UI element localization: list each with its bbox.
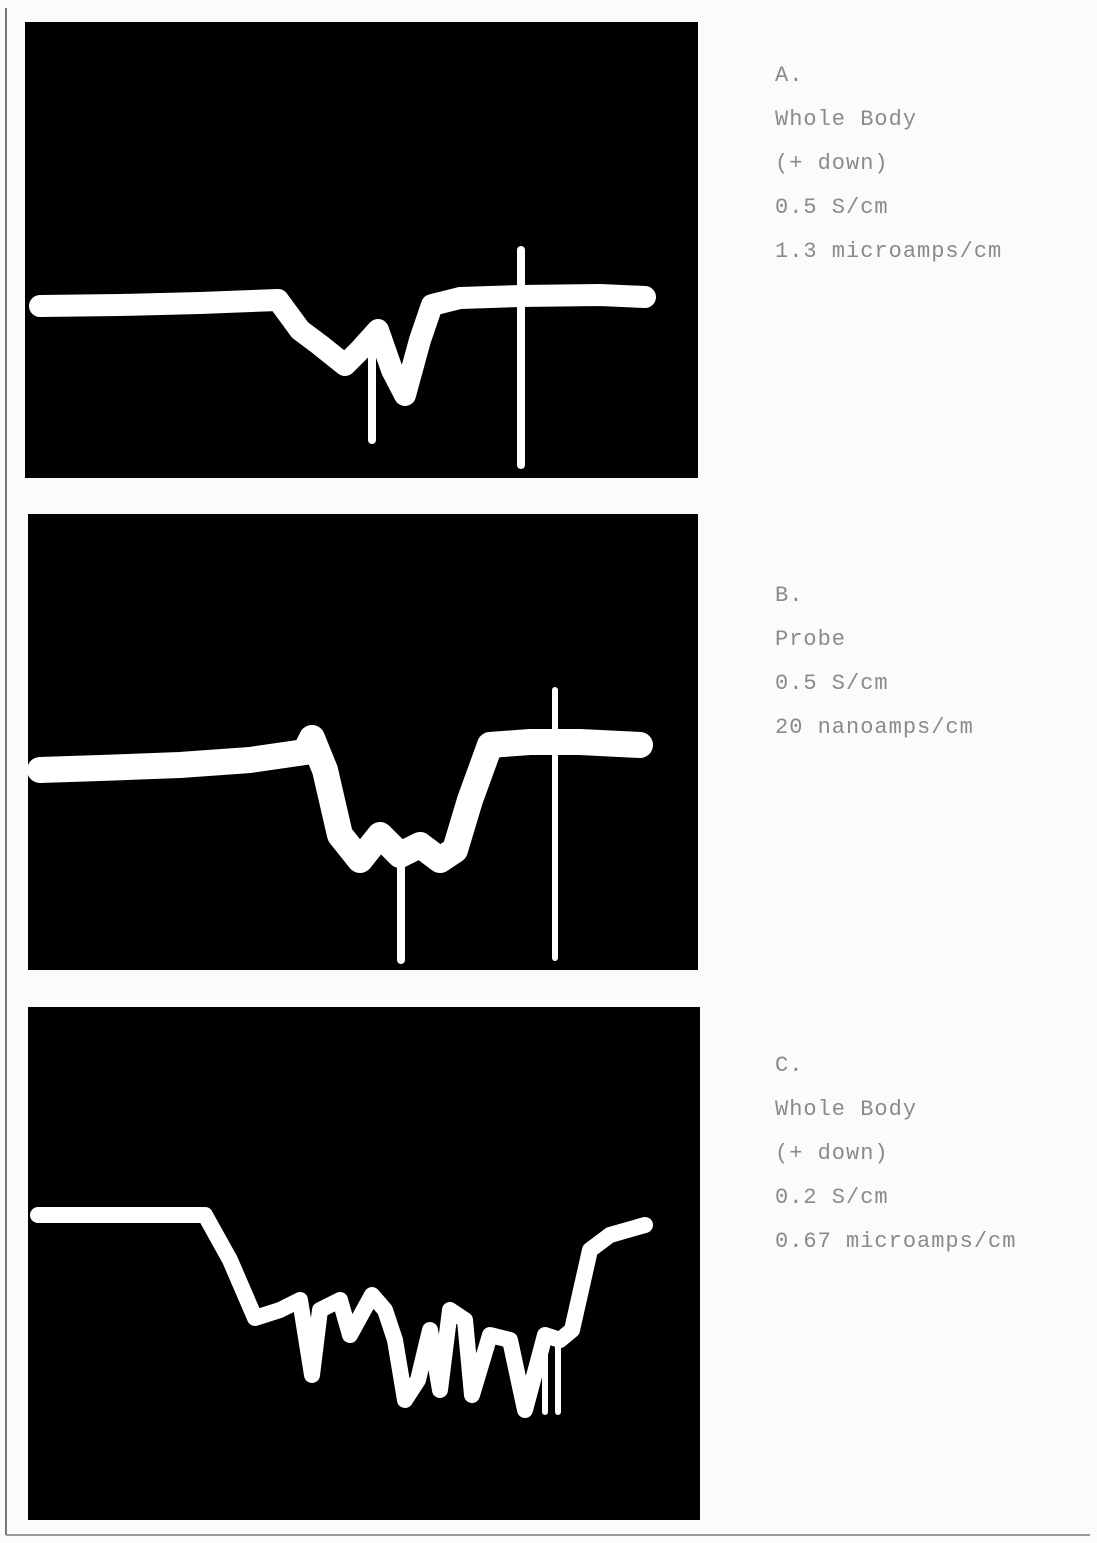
caption-line: 0.2 S/cm bbox=[775, 1185, 889, 1210]
panel-label: C. bbox=[775, 1053, 804, 1078]
caption-line: Probe bbox=[775, 627, 847, 652]
caption-a: A. Whole Body (+ down) 0.5 S/cm 1.3 micr… bbox=[775, 54, 1002, 274]
panel-label: A. bbox=[775, 63, 804, 88]
caption-line: 20 nanoamps/cm bbox=[775, 715, 974, 740]
panel-label: B. bbox=[775, 583, 804, 608]
caption-line: 0.5 S/cm bbox=[775, 195, 889, 220]
traces bbox=[27, 246, 656, 1418]
caption-line: (+ down) bbox=[775, 151, 889, 176]
caption-line: 0.5 S/cm bbox=[775, 671, 889, 696]
caption-b: B. Probe 0.5 S/cm 20 nanoamps/cm bbox=[775, 574, 974, 750]
caption-c: C. Whole Body (+ down) 0.2 S/cm 0.67 mic… bbox=[775, 1044, 1016, 1264]
scope-photo-a bbox=[25, 22, 698, 478]
trace-b bbox=[27, 725, 653, 873]
caption-line: Whole Body bbox=[775, 107, 918, 132]
caption-line: (+ down) bbox=[775, 1141, 889, 1166]
caption-line: 1.3 microamps/cm bbox=[775, 239, 1003, 264]
trace-c bbox=[30, 1207, 653, 1418]
trace-a bbox=[29, 284, 656, 406]
caption-line: Whole Body bbox=[775, 1097, 918, 1122]
caption-line: 0.67 microamps/cm bbox=[775, 1229, 1017, 1254]
scope-photo-c bbox=[28, 1007, 700, 1520]
